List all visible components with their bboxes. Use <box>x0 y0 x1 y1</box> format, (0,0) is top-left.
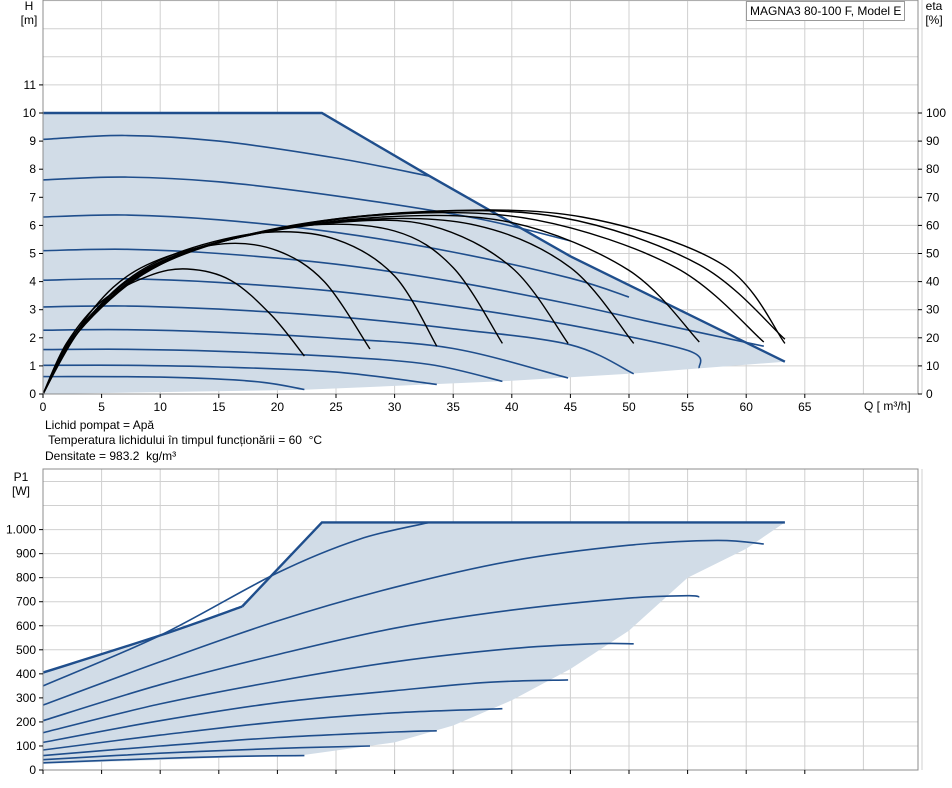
x-tick-label: 55 <box>681 400 695 414</box>
head-y-unit: [m] <box>21 13 38 27</box>
head-y-tick-label: 5 <box>29 247 36 261</box>
temperature-line: Temperatura lichidului în timpul funcțio… <box>45 433 323 447</box>
head-curve <box>42 214 630 298</box>
power-curve <box>42 539 764 706</box>
x-tick-label: 0 <box>40 400 47 414</box>
head-y-title: H <box>25 0 34 13</box>
power-y-title: P1 <box>14 470 29 484</box>
head-y-tick-label: 3 <box>29 303 36 317</box>
eta-tick-label: 50 <box>926 247 940 261</box>
eta-tick-label: 30 <box>926 303 940 317</box>
x-tick-label: 65 <box>798 400 812 414</box>
head-curve <box>42 375 305 391</box>
power-envelope-area <box>43 522 785 764</box>
eta-y-unit: [%] <box>925 13 942 27</box>
power-curve <box>42 521 430 687</box>
x-tick-label: 10 <box>154 400 168 414</box>
head-y-tick-label: 7 <box>29 190 36 204</box>
head-y-tick-label: 2 <box>29 331 36 345</box>
efficiency-curves <box>42 209 786 395</box>
eta-tick-label: 80 <box>926 162 940 176</box>
power-y-tick-label: 400 <box>16 667 36 681</box>
power-curve <box>42 594 700 722</box>
head-curve <box>42 328 569 379</box>
density-line: Densitate = 983.2 kg/m³ <box>45 449 177 463</box>
head-curve <box>42 348 503 383</box>
eta-tick-label: 40 <box>926 275 940 289</box>
eta-tick-label: 10 <box>926 359 940 373</box>
power-curve <box>42 745 371 761</box>
fluid-line: Lichid pompat = Apă <box>45 418 155 432</box>
power-y-unit: [W] <box>12 484 30 498</box>
power-max-curve <box>241 521 785 608</box>
eta-tick-label: 0 <box>926 387 933 401</box>
power-curve <box>42 754 305 764</box>
x-tick-label: 15 <box>212 400 226 414</box>
head-curve <box>42 305 635 375</box>
power-y-tick-label: 1.000 <box>6 523 36 537</box>
power-y-tick-label: 0 <box>29 763 36 777</box>
head-curve <box>42 248 764 347</box>
power-y-tick-label: 800 <box>16 571 36 585</box>
power-curve <box>42 707 503 751</box>
power-plot-frame <box>42 468 919 771</box>
eta-tick-label: 70 <box>926 190 940 204</box>
power-chart-axes: 0 100 200 300 400 500 600 700 800 900 1.000 <box>6 468 919 777</box>
power-curve <box>42 730 437 757</box>
x-tick-label: 25 <box>329 400 343 414</box>
power-y-tick-label: 700 <box>16 595 36 609</box>
head-y-tick-label: 6 <box>29 218 36 232</box>
head-curve <box>42 134 430 177</box>
power-max-curve-rise <box>42 605 243 674</box>
x-tick-label: 60 <box>740 400 754 414</box>
efficiency-curve <box>42 209 786 395</box>
head-y-tick-label: 11 <box>24 78 37 92</box>
head-curve <box>42 364 437 386</box>
power-operating-area <box>43 522 785 764</box>
head-y-tick-label: 8 <box>29 162 36 176</box>
head-curve <box>42 176 571 242</box>
head-y-tick-label: 1 <box>29 359 36 373</box>
x-tick-label: 50 <box>622 400 636 414</box>
efficiency-curve <box>42 268 305 395</box>
x-tick-label: 30 <box>388 400 402 414</box>
eta-tick-label: 90 <box>926 134 940 148</box>
x-tick-label: 20 <box>271 400 285 414</box>
head-y-tick-label: 10 <box>23 106 37 120</box>
power-y-tick-label: 500 <box>16 643 36 657</box>
power-curves <box>42 521 785 764</box>
head-max-curve <box>43 111 786 363</box>
eta-y-title: eta <box>926 0 943 13</box>
x-tick-label: 35 <box>447 400 461 414</box>
power-y-tick-label: 100 <box>16 739 36 753</box>
eta-tick-label: 20 <box>926 331 940 345</box>
head-curves <box>42 111 786 391</box>
x-tick-label: 5 <box>98 400 105 414</box>
power-y-tick-label: 600 <box>16 619 36 633</box>
x-tick-label: 45 <box>564 400 578 414</box>
eta-tick-label: 100 <box>926 106 946 120</box>
head-y-tick-label: 0 <box>29 387 36 401</box>
model-label: MAGNA3 80-100 F, Model E <box>746 1 906 21</box>
power-curve <box>42 679 569 744</box>
power-y-tick-label: 300 <box>16 691 36 705</box>
head-chart-axes: 0 5 10 15 20 25 30 35 40 45 50 55 60 6501234567891011… <box>23 0 946 414</box>
head-y-tick-label: 4 <box>29 275 36 289</box>
power-y-tick-label: 200 <box>16 715 36 729</box>
power-y-tick-label: 900 <box>16 547 36 561</box>
power-curve <box>42 642 634 734</box>
eta-tick-label: 60 <box>926 218 940 232</box>
x-tick-label: 40 <box>505 400 519 414</box>
x-axis-title: Q [ m³/h] <box>864 399 911 413</box>
head-y-tick-label: 9 <box>29 134 36 148</box>
